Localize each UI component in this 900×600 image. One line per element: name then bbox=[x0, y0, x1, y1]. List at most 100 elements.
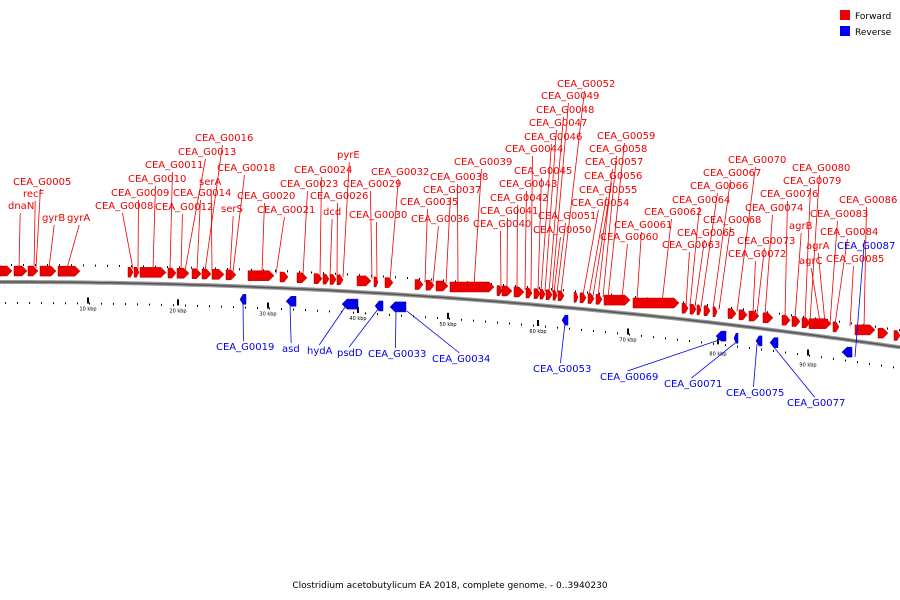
minor-tick bbox=[677, 338, 678, 341]
minor-tick bbox=[305, 309, 306, 312]
gene-label: CEA_G0016 bbox=[195, 133, 253, 144]
minor-tick bbox=[587, 291, 588, 294]
minor-tick bbox=[425, 316, 426, 319]
gene-label: CEA_G0074 bbox=[745, 203, 803, 214]
minor-tick bbox=[251, 268, 252, 271]
leader-line bbox=[229, 215, 234, 273]
minor-tick bbox=[293, 308, 294, 311]
minor-tick bbox=[239, 268, 240, 271]
gene-label: CEA_G0005 bbox=[13, 177, 71, 188]
minor-tick bbox=[227, 267, 228, 270]
minor-tick bbox=[347, 273, 348, 276]
minor-tick bbox=[563, 289, 564, 292]
minor-tick bbox=[257, 307, 258, 310]
forward-gene-arrow bbox=[681, 303, 689, 314]
major-tick bbox=[357, 306, 359, 313]
minor-tick bbox=[767, 311, 768, 314]
minor-tick bbox=[77, 302, 78, 305]
forward-gene-arrow bbox=[579, 292, 587, 304]
leader-line bbox=[829, 220, 838, 324]
leader-line bbox=[122, 212, 134, 270]
minor-tick bbox=[713, 342, 714, 345]
leader-line bbox=[196, 199, 201, 271]
minor-tick bbox=[557, 326, 558, 329]
gene-label: asd bbox=[282, 344, 300, 355]
forward-gene-arrow bbox=[603, 294, 631, 306]
leader-line bbox=[689, 206, 700, 307]
forward-gene-arrow bbox=[539, 288, 546, 300]
minor-tick bbox=[545, 325, 546, 328]
gene-label: CEA_G0048 bbox=[536, 105, 594, 116]
forward-gene-arrow bbox=[587, 293, 595, 304]
minor-tick bbox=[551, 288, 552, 291]
gene-label: CEA_G0018 bbox=[217, 163, 275, 174]
leader-line bbox=[348, 308, 379, 348]
minor-tick bbox=[335, 272, 336, 275]
minor-tick bbox=[29, 302, 30, 305]
gene-label: CEA_G0036 bbox=[411, 214, 469, 225]
gene-label: CEA_G0033 bbox=[368, 349, 426, 360]
minor-tick bbox=[437, 317, 438, 320]
forward-gene-arrow bbox=[425, 280, 435, 291]
leader-line bbox=[445, 196, 451, 284]
minor-tick bbox=[377, 313, 378, 316]
reverse-gene-arrow bbox=[285, 296, 297, 307]
minor-tick bbox=[395, 276, 396, 279]
forward-gene-arrow bbox=[133, 267, 140, 278]
leader-line bbox=[395, 310, 397, 349]
minor-tick bbox=[143, 265, 144, 268]
leader-line bbox=[834, 238, 848, 325]
minor-tick bbox=[383, 275, 384, 278]
gene-label: CEA_G0051 bbox=[538, 211, 596, 222]
minor-tick bbox=[407, 277, 408, 280]
minor-tick bbox=[665, 337, 666, 340]
gene-label: CEA_G0045 bbox=[514, 166, 572, 177]
gene-label: CEA_G0070 bbox=[728, 155, 786, 166]
minor-tick bbox=[215, 267, 216, 270]
forward-gene-arrow bbox=[689, 303, 697, 315]
leader-line bbox=[784, 200, 788, 318]
forward-gene-arrow bbox=[139, 267, 167, 278]
leader-line bbox=[712, 179, 731, 309]
forward-gene-arrow bbox=[877, 327, 889, 339]
minor-tick bbox=[581, 328, 582, 331]
reverse-gene-arrow bbox=[715, 330, 727, 342]
leader-line bbox=[473, 168, 482, 286]
gene-label: CEA_G0055 bbox=[579, 185, 637, 196]
minor-tick bbox=[35, 264, 36, 267]
minor-tick bbox=[761, 348, 762, 351]
minor-tick bbox=[791, 314, 792, 317]
minor-tick bbox=[803, 315, 804, 318]
leader-line bbox=[597, 168, 613, 297]
forward-gene-arrow bbox=[496, 285, 503, 296]
gene-label: CEA_G0044 bbox=[505, 144, 563, 155]
gene-label: psdD bbox=[337, 348, 363, 359]
leader-line bbox=[636, 231, 642, 301]
reverse-gene-arrow bbox=[374, 300, 384, 312]
leader-line bbox=[544, 129, 557, 292]
gene-label: CEA_G0009 bbox=[111, 188, 169, 199]
leader-line bbox=[700, 192, 718, 308]
leader-line bbox=[560, 90, 585, 294]
minor-tick bbox=[749, 347, 750, 350]
leader-line bbox=[694, 239, 705, 307]
major-tick bbox=[87, 297, 89, 304]
gene-label: CEA_G0085 bbox=[826, 254, 884, 265]
forward-gene-arrow bbox=[595, 294, 603, 305]
minor-tick bbox=[515, 285, 516, 288]
leader-line bbox=[772, 345, 815, 398]
backbone-core bbox=[0, 281, 900, 349]
genome-caption: Clostridium acetobutylicum EA 2018, comp… bbox=[292, 581, 607, 591]
minor-tick bbox=[71, 264, 72, 267]
forward-gene-arrow bbox=[13, 265, 28, 277]
minor-tick bbox=[281, 308, 282, 311]
forward-gene-arrow bbox=[552, 290, 558, 301]
minor-tick bbox=[731, 306, 732, 309]
gene-label: CEA_G0043 bbox=[499, 179, 557, 190]
minor-tick bbox=[839, 320, 840, 323]
minor-tick bbox=[779, 312, 780, 315]
forward-gene-arrow bbox=[247, 270, 275, 281]
minor-tick bbox=[857, 361, 858, 364]
